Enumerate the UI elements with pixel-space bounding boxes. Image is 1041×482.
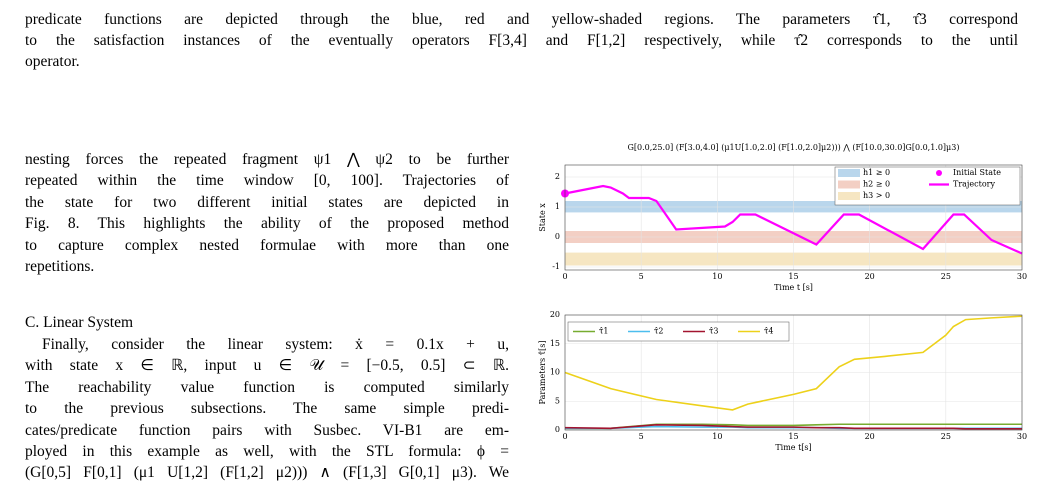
legend-label: h1 ≥ 0 [863,168,890,177]
x-tick-label: 5 [639,272,644,281]
legend-swatch [838,192,860,200]
body-line: the state for two different initial stat… [25,193,509,211]
y-axis-label: Parameters τ̂[s] [538,341,547,405]
x-tick-label: 20 [865,432,875,441]
legend-box [834,166,1021,206]
series-line [565,423,1022,430]
y-tick-label: 0 [555,425,560,434]
chart-title: G[0.0,25.0] (F[3.0,4.0] (μ1U[1.0,2.0] (F… [628,143,960,152]
legend-label: h2 ≥ 0 [863,180,890,189]
x-tick-label: 20 [865,272,875,281]
y-tick-label: 10 [550,368,560,377]
legend-label: τ̂3 [709,327,719,336]
x-tick-label: 0 [562,432,567,441]
header-line: predicate functions are depicted through… [25,11,1018,28]
body-line: nesting forces the repeated fragment ψ1 … [25,151,509,168]
y-tick-label: 5 [555,396,560,405]
body-line: with state x ∈ ℝ, input u ∈ 𝒰 = [−0.5, 0… [25,357,509,375]
legend-label: Initial State [953,168,1001,177]
legend-label: τ̂4 [764,327,774,336]
series-line [564,184,1023,255]
y-tick-label: 1 [555,202,560,211]
body-line: Finally, consider the linear system: ẋ =… [42,336,509,353]
legend-swatch [838,180,860,189]
section-title: C. Linear System [25,314,134,331]
y-tick-label: 15 [550,339,560,348]
x-tick-label: 0 [562,272,567,281]
axes-box [564,164,1023,271]
legend-box [567,321,790,342]
legend-label: τ̂1 [599,327,609,336]
legend-marker [936,170,942,176]
header-line: to the satisfaction instances of the eve… [25,32,1018,49]
x-tick-label: 10 [712,432,722,441]
y-tick-label: -1 [552,262,560,271]
y-tick-label: 2 [555,172,560,181]
x-axis-label: Time t[s] [775,443,811,452]
series-line [564,315,1023,411]
body-line: The reachability value function is compu… [25,378,509,396]
body-line: cates/predicate function pairs with Susb… [25,421,509,439]
legend-label: Trajectory [953,180,995,189]
body-line: (G[0,5] F[0,1] (μ1 U[1,2] (F[1,2] μ2))) … [25,464,509,482]
legend-label: h3 > 0 [863,191,890,200]
x-tick-label: 30 [1017,432,1027,441]
series-line [564,424,1022,430]
x-tick-label: 5 [639,432,644,441]
x-tick-label: 25 [941,272,951,281]
y-tick-label: 0 [555,232,560,241]
body-line: to the previous subsections. The same si… [25,400,509,418]
x-tick-label: 15 [788,432,798,441]
x-tick-label: 25 [941,432,951,441]
legend-label: τ̂2 [654,327,664,336]
body-line: repetitions. [25,258,95,275]
body-line: repeated within the time window [0, 100]… [25,172,509,190]
x-tick-label: 30 [1017,272,1027,281]
y-tick-label: 20 [550,310,560,319]
legend-swatch [838,169,860,177]
body-line: Fig. 8. This highlights the ability of t… [25,215,509,233]
body-line: ployed in this example as well, with the… [25,443,509,460]
body-line: to capture complex nested formulae with … [25,236,509,254]
header-line: operator. [25,53,80,70]
x-tick-label: 15 [788,272,798,281]
x-tick-label: 10 [712,272,722,281]
x-axis-label: Time t [s] [774,283,813,292]
y-axis-label: State x [538,203,547,232]
axes-box [564,314,1023,431]
